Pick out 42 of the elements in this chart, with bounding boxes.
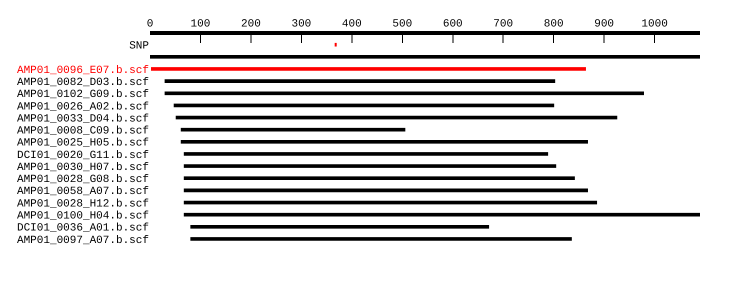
y-tick-label: AMP01_0030_H07.b.scf	[16, 162, 149, 174]
bar	[174, 104, 554, 108]
y-tick-label: AMP01_0097_A07.b.scf	[16, 234, 149, 247]
x-tick-label: 100	[190, 18, 210, 31]
x-tick-label: 0	[146, 18, 154, 31]
bar	[176, 116, 618, 120]
x-tick-label: 900	[594, 18, 614, 31]
y-tick-label: AMP01_0008_C09.b.scf	[16, 126, 149, 138]
x-tick-label: 200	[241, 18, 261, 31]
y-tick-label: DCI01_0020_G11.b.scf	[16, 150, 149, 162]
bar	[184, 212, 700, 216]
bar	[150, 55, 700, 59]
bar	[184, 164, 556, 168]
bar	[164, 91, 644, 96]
x-tick-label: 600	[442, 18, 463, 31]
x-tick-label: 400	[342, 18, 362, 31]
y-tick-label: DCI01_0036_A01.b.scf	[16, 222, 149, 235]
x-tick-label: 300	[291, 18, 312, 31]
x-tick-label: 500	[392, 18, 412, 31]
y-tick-label: AMP01_0025_H05.b.scf	[16, 138, 149, 150]
x-tick-label: 700	[493, 18, 514, 31]
y-tick-label: AMP01_0100_H04.b.scf	[16, 210, 149, 222]
y-tick-label: AMP01_0102_G09.b.scf	[16, 89, 149, 102]
y-tick-label: AMP01_0026_A02.b.scf	[16, 101, 149, 114]
bar	[184, 152, 548, 156]
bar	[180, 140, 588, 144]
y-tick-label: AMP01_0028_H12.b.scf	[16, 198, 149, 210]
bar	[164, 79, 556, 83]
bar	[190, 237, 572, 241]
bar	[184, 200, 598, 204]
y-tick-label: AMP01_0082_D03.b.scf	[16, 76, 149, 89]
y-tick-label: AMP01_0096_E07.b.scf	[16, 64, 149, 77]
x-tick-label: 800	[544, 18, 564, 31]
bar	[184, 176, 575, 180]
bar	[184, 188, 588, 192]
x-tick-label: 1000	[641, 18, 668, 31]
bar	[180, 128, 406, 132]
y-tick-label: AMP01_0058_A07.b.scf	[16, 186, 149, 198]
y-tick-label: SNP	[129, 40, 150, 53]
y-tick-label: AMP01_0028_G08.b.scf	[16, 174, 149, 186]
y-tick-label: AMP01_0033_D04.b.scf	[16, 113, 149, 126]
bar	[190, 224, 490, 229]
